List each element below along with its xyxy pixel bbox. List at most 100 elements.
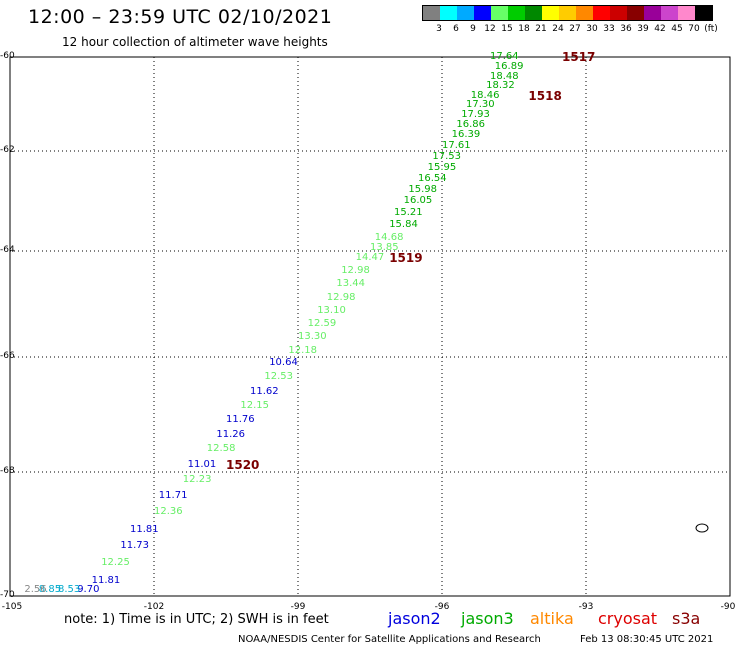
wave-height-value: 17.61	[442, 140, 471, 152]
wave-height-value: 15.98	[408, 184, 438, 195]
scale-label: 24	[552, 24, 564, 34]
wave-height-value: 13.85	[370, 241, 399, 253]
scale-swatch	[644, 6, 661, 20]
scale-swatch	[491, 6, 508, 20]
wave-height-value: 18.46	[470, 89, 500, 101]
scale-label: 30	[586, 24, 598, 34]
wave-height-value: 16.89	[494, 61, 524, 73]
scale-label: 39	[637, 24, 649, 34]
scale-swatch	[661, 6, 678, 20]
timestamp-text: Feb 13 08:30:45 UTC 2021	[580, 634, 714, 645]
wave-height-value: 12.59	[307, 318, 337, 330]
scale-label: 18	[518, 24, 530, 34]
lon-label: -102	[143, 602, 165, 612]
wave-height-value: 17.53	[432, 151, 462, 162]
wave-height-value: 12.15	[240, 399, 270, 411]
scale-swatch	[525, 6, 542, 20]
wave-height-value: 11.71	[158, 489, 188, 501]
wave-height-value: 11.76	[226, 414, 255, 426]
credit-text: NOAA/NESDIS Center for Satellite Applica…	[238, 634, 541, 645]
lon-label: -93	[578, 602, 594, 612]
wave-height-value: 18.32	[486, 80, 515, 92]
wave-height-value: 16.54	[418, 172, 447, 184]
wave-height-value: 17.64	[490, 51, 519, 62]
lat-label: -62	[0, 145, 15, 155]
wave-height-value: 17.30	[466, 99, 495, 111]
wave-height-value: 12.53	[264, 371, 294, 383]
scale-swatch	[610, 6, 627, 20]
scale-swatch	[559, 6, 576, 20]
graticule	[9, 56, 731, 597]
wave-height-value: 12.98	[341, 264, 370, 276]
satellite-legend-item: cryosat	[598, 609, 658, 628]
lat-label: -70	[0, 590, 15, 600]
scale-swatch	[542, 6, 559, 20]
wave-height-value: 11.01	[187, 458, 217, 470]
wave-height-value: 13.44	[336, 278, 366, 290]
wave-height-value: 8.85	[38, 584, 62, 595]
satellite-legend-item: s3a	[672, 609, 701, 628]
pass-number: 1519	[389, 250, 423, 265]
wave-height-value: 14.68	[374, 231, 404, 243]
scale-label: 45	[671, 24, 683, 34]
scale-label: 9	[470, 24, 476, 34]
scale-label: 42	[654, 24, 666, 34]
satellite-legend-item: altika	[530, 609, 574, 628]
scale-swatch	[627, 6, 644, 20]
wave-height-value: 11.73	[120, 540, 150, 552]
wave-height-value: 16.39	[451, 129, 481, 141]
scale-swatch	[440, 6, 457, 20]
lat-label: -68	[0, 466, 15, 476]
lon-label: -105	[1, 602, 23, 612]
wave-height-value: 15.21	[394, 206, 423, 218]
island-outline	[695, 523, 709, 533]
wave-height-value: 9.70	[77, 584, 100, 595]
scale-label: 6	[453, 24, 459, 34]
lon-label: -99	[290, 602, 306, 612]
wave-height-value: 12.58	[206, 443, 236, 454]
scale-label: (ft)	[704, 24, 718, 34]
wave-height-value: 14.47	[355, 251, 385, 263]
scale-label: 15	[501, 24, 513, 34]
scale-label: 12	[484, 24, 496, 34]
scale-swatch	[457, 6, 474, 20]
map-subtitle: 12 hour collection of altimeter wave hei…	[62, 35, 328, 49]
wave-height-value: 16.86	[456, 119, 486, 131]
satellite-legend-item: jason3	[461, 609, 514, 628]
lon-label: -90	[720, 602, 736, 612]
pass-number: 1517	[562, 50, 596, 64]
wave-height-value: 12.18	[288, 344, 318, 356]
wave-height-value: 12.23	[182, 474, 212, 486]
map-title: 12:00 – 23:59 UTC 02/10/2021	[28, 6, 333, 28]
scale-label: 21	[535, 24, 547, 34]
note-text: note: 1) Time is in UTC; 2) SWH is in fe…	[64, 612, 329, 627]
wave-height-value: 8.53	[58, 584, 81, 595]
wave-height-value: 12.98	[326, 291, 356, 303]
map-frame	[9, 56, 731, 597]
wave-height-value: 13.30	[298, 331, 327, 343]
wave-height-value: 11.81	[130, 523, 159, 535]
wave-height-value: 12.25	[101, 557, 130, 569]
satellite-legend-item: jason2	[388, 609, 441, 628]
pass-number: 1520	[226, 457, 260, 472]
wave-height-value: 13.10	[317, 304, 346, 316]
scale-swatch	[423, 6, 440, 20]
wave-height-color-scale: 3 6 9 12 15 18 21 24 27 30 33 36 39 42 45 70 (ft)	[422, 5, 718, 34]
wave-height-value: 12.36	[154, 506, 183, 518]
wave-height-value: 11.62	[250, 385, 279, 397]
wave-height-value: 15.95	[427, 161, 457, 173]
wave-height-value: 18.48	[490, 70, 519, 82]
scale-swatch	[695, 6, 712, 20]
wave-height-value: 10.64	[269, 356, 298, 368]
lat-label: -66	[0, 351, 15, 361]
color-scale-labels: 3 6 9 12 15 18 21 24 27 30 33 36 39 42 45 70 (ft)	[422, 21, 718, 34]
lat-label: -64	[0, 245, 15, 255]
lat-label: -60	[0, 51, 15, 61]
wave-height-value: 15.84	[389, 219, 418, 230]
scale-swatch	[576, 6, 593, 20]
scale-swatch	[508, 6, 525, 20]
wave-height-value: 17.93	[461, 109, 490, 121]
scale-label: 70	[688, 24, 700, 34]
pass-number: 1518	[528, 88, 562, 103]
